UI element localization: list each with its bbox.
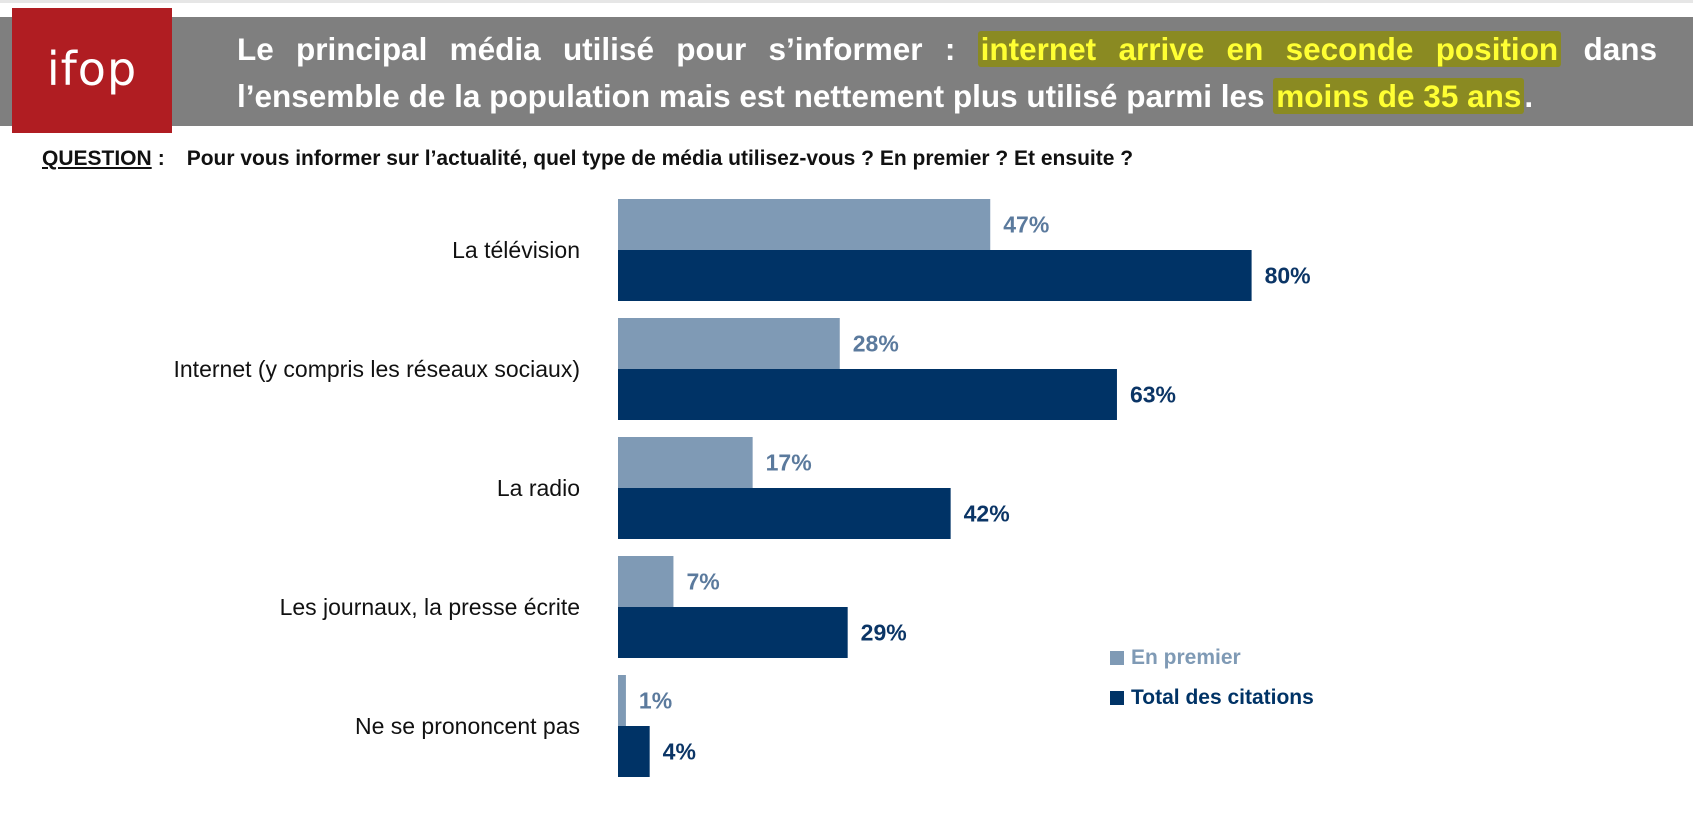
bar-en-premier-ne-se-prononcent-pas (618, 675, 626, 726)
value-label-en-premier-internet-y-compris-les-reseaux-sociaux: 28% (853, 331, 899, 357)
legend-swatch-en-premier (1110, 651, 1124, 665)
category-label-ne-se-prononcent-pas: Ne se prononcent pas (355, 713, 580, 739)
title-part-3: . (1524, 78, 1534, 114)
bar-en-premier-la-radio (618, 437, 753, 488)
category-label-la-radio: La radio (497, 475, 580, 501)
value-label-en-premier-les-journaux-la-presse-ecrite: 7% (686, 569, 719, 595)
legend-item-en-premier: En premier (1110, 638, 1314, 678)
title-part-1: Le principal média utilisé pour s’inform… (237, 31, 978, 67)
logo-text: ifop (46, 41, 138, 96)
value-label-total-des-citations-internet-y-compris-les-reseaux-sociaux: 63% (1130, 382, 1176, 408)
value-label-total-des-citations-la-radio: 42% (964, 501, 1010, 527)
value-label-en-premier-ne-se-prononcent-pas: 1% (639, 688, 672, 714)
value-label-en-premier-la-television: 47% (1003, 212, 1049, 238)
value-label-total-des-citations-les-journaux-la-presse-ecrite: 29% (861, 620, 907, 646)
value-label-total-des-citations-la-television: 80% (1265, 263, 1311, 289)
question-text: Pour vous informer sur l’actualité, quel… (186, 147, 1134, 170)
legend-swatch-total-des-citations (1110, 691, 1124, 705)
question-separator: : (157, 147, 165, 170)
bar-total-des-citations-la-radio (618, 488, 951, 539)
bar-en-premier-internet-y-compris-les-reseaux-sociaux (618, 318, 840, 369)
ifop-logo: ifop (12, 8, 172, 133)
legend-item-total-des-citations: Total des citations (1110, 678, 1314, 718)
category-label-la-television: La télévision (452, 237, 580, 263)
category-label-internet-y-compris-les-reseaux-sociaux: Internet (y compris les réseaux sociaux) (174, 356, 581, 382)
title-highlight-2: moins de 35 ans (1273, 78, 1525, 114)
bar-total-des-citations-la-television (618, 250, 1252, 301)
question-line: QUESTION: Pour vous informer sur l’actual… (42, 147, 1133, 171)
title-part-2: dans l’ensemble de la population mais es… (237, 31, 1657, 114)
bar-total-des-citations-ne-se-prononcent-pas (618, 726, 650, 777)
value-label-total-des-citations-ne-se-prononcent-pas: 4% (663, 739, 696, 765)
bar-en-premier-la-television (618, 199, 991, 250)
bar-total-des-citations-les-journaux-la-presse-ecrite (618, 607, 848, 658)
value-label-en-premier-la-radio: 17% (766, 450, 812, 476)
legend-label-total-des-citations: Total des citations (1131, 686, 1314, 709)
bar-total-des-citations-internet-y-compris-les-reseaux-sociaux (618, 369, 1117, 420)
category-label-les-journaux-la-presse-ecrite: Les journaux, la presse écrite (280, 594, 580, 620)
legend-label-en-premier: En premier (1131, 646, 1241, 669)
slide-title: Le principal média utilisé pour s’inform… (237, 26, 1657, 120)
question-label: QUESTION (42, 147, 152, 170)
top-divider (0, 0, 1693, 3)
title-highlight-1: internet arrive en seconde position (977, 31, 1562, 67)
chart-legend: En premier Total des citations (1110, 638, 1314, 718)
bar-en-premier-les-journaux-la-presse-ecrite (618, 556, 674, 607)
